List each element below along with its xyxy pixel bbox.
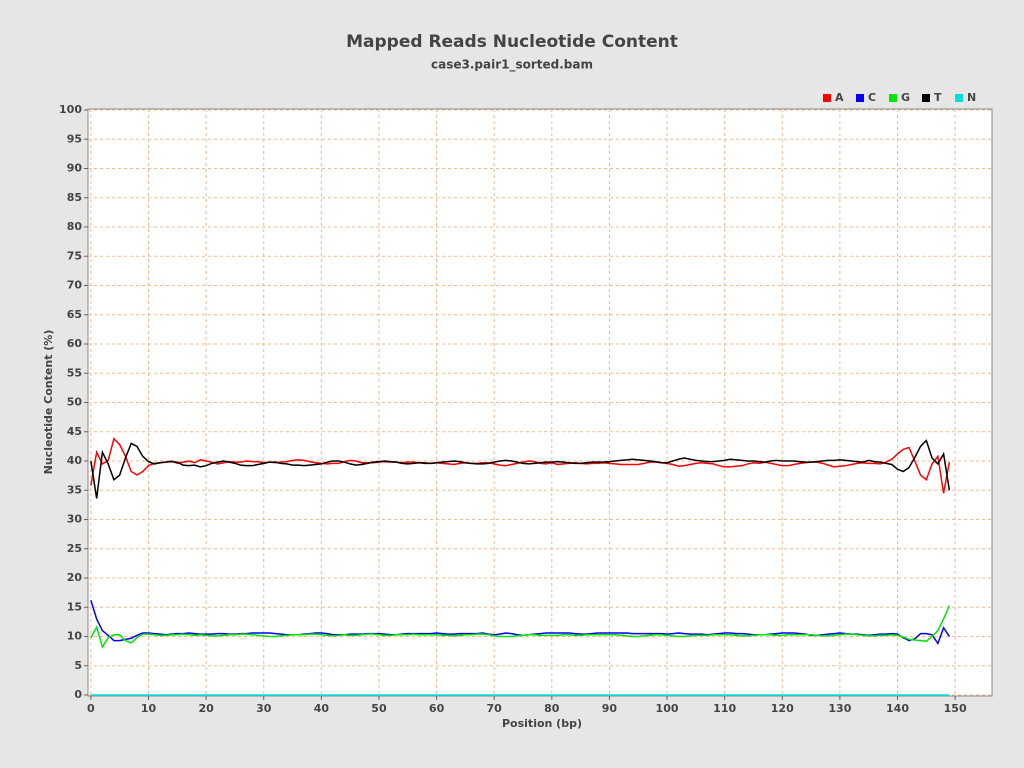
x-tick-label: 50 xyxy=(371,702,387,715)
y-tick-label: 0 xyxy=(74,688,82,701)
legend-label: T xyxy=(934,91,942,104)
legend-swatch xyxy=(955,94,963,102)
y-tick-label: 65 xyxy=(67,308,82,321)
series-line xyxy=(90,605,951,649)
x-tick-label: 10 xyxy=(141,702,157,715)
legend-swatch xyxy=(856,94,864,102)
x-tick-label: 40 xyxy=(314,702,330,715)
y-tick-label: 20 xyxy=(67,571,83,584)
chart-subtitle: case3.pair1_sorted.bam xyxy=(431,58,593,73)
legend-swatch xyxy=(823,94,831,102)
y-tick-label: 25 xyxy=(67,542,82,555)
legend-label: N xyxy=(967,91,976,104)
x-axis-label: Position (bp) xyxy=(502,717,582,730)
x-tick-label: 130 xyxy=(828,702,851,715)
series-line xyxy=(90,439,951,499)
y-tick-label: 95 xyxy=(67,132,82,145)
y-tick-label: 55 xyxy=(67,366,82,379)
y-tick-label: 75 xyxy=(67,249,82,262)
x-tick-label: 60 xyxy=(429,702,445,715)
y-tick-label: 40 xyxy=(67,454,83,467)
y-tick-label: 70 xyxy=(67,279,83,292)
y-tick-label: 10 xyxy=(67,630,83,643)
y-tick-label: 60 xyxy=(67,337,83,350)
y-tick-label: 100 xyxy=(59,103,82,116)
y-axis-label: Nucleotide Content (%) xyxy=(42,330,55,475)
y-tick-label: 35 xyxy=(67,483,82,496)
y-tick-label: 30 xyxy=(67,513,83,526)
y-tick-label: 85 xyxy=(67,191,82,204)
x-tick-label: 150 xyxy=(944,702,967,715)
y-tick-label: 45 xyxy=(67,425,82,438)
x-tick-label: 140 xyxy=(886,702,909,715)
x-tick-label: 70 xyxy=(487,702,503,715)
x-tick-label: 110 xyxy=(713,702,736,715)
chart-title: Mapped Reads Nucleotide Content xyxy=(346,32,678,52)
y-tick-label: 90 xyxy=(67,162,83,175)
x-tick-label: 20 xyxy=(198,702,214,715)
x-tick-label: 90 xyxy=(602,702,618,715)
legend-swatch xyxy=(889,94,897,102)
legend-label: G xyxy=(901,91,910,104)
legend-swatch xyxy=(922,94,930,102)
y-tick-label: 50 xyxy=(67,396,83,409)
x-tick-label: 100 xyxy=(656,702,679,715)
legend-label: C xyxy=(868,91,876,104)
x-tick-label: 30 xyxy=(256,702,272,715)
x-tick-label: 0 xyxy=(87,702,95,715)
x-tick-label: 120 xyxy=(771,702,794,715)
legend-label: A xyxy=(835,91,844,104)
y-tick-label: 5 xyxy=(74,659,82,672)
y-tick-label: 15 xyxy=(67,600,82,613)
y-tick-label: 80 xyxy=(67,220,83,233)
x-tick-label: 80 xyxy=(544,702,560,715)
